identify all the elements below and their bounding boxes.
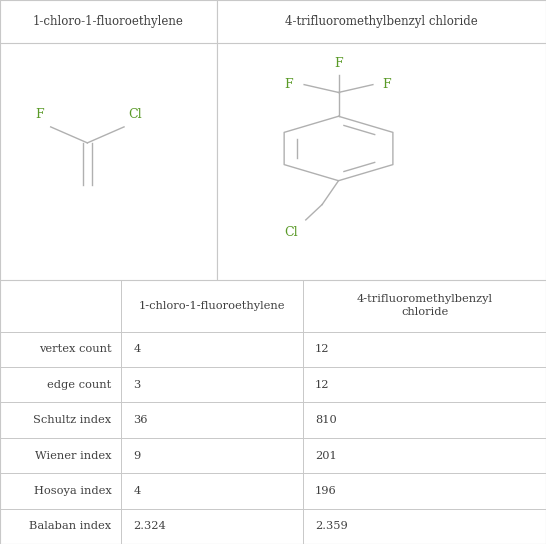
Text: Cl: Cl: [128, 108, 142, 121]
Text: 12: 12: [315, 380, 330, 390]
Text: 12: 12: [315, 344, 330, 354]
Bar: [217, 0, 546, 280]
Text: Schultz index: Schultz index: [33, 415, 111, 425]
Text: 810: 810: [315, 415, 337, 425]
Text: F: F: [284, 78, 293, 91]
Text: 36: 36: [133, 415, 148, 425]
Text: Cl: Cl: [284, 226, 298, 238]
Text: 201: 201: [315, 450, 337, 461]
Text: 1-chloro-1-fluoroethylene: 1-chloro-1-fluoroethylene: [139, 301, 286, 311]
Text: 4-trifluoromethylbenzyl
chloride: 4-trifluoromethylbenzyl chloride: [357, 294, 492, 318]
Text: 4-trifluoromethylbenzyl chloride: 4-trifluoromethylbenzyl chloride: [285, 15, 478, 28]
Bar: [0, 0, 217, 280]
Text: 2.359: 2.359: [315, 521, 348, 531]
Text: 196: 196: [315, 486, 337, 496]
Text: Balaban index: Balaban index: [29, 521, 111, 531]
Text: Hosoya index: Hosoya index: [34, 486, 111, 496]
Text: 4: 4: [133, 486, 140, 496]
Text: 9: 9: [133, 450, 140, 461]
Text: 3: 3: [133, 380, 140, 390]
Text: F: F: [334, 57, 343, 70]
Text: F: F: [382, 78, 391, 91]
Text: edge count: edge count: [47, 380, 111, 390]
Text: 2.324: 2.324: [133, 521, 166, 531]
Text: vertex count: vertex count: [39, 344, 111, 354]
Text: F: F: [35, 108, 44, 121]
Text: 1-chloro-1-fluoroethylene: 1-chloro-1-fluoroethylene: [33, 15, 184, 28]
Text: Wiener index: Wiener index: [35, 450, 111, 461]
Text: 4: 4: [133, 344, 140, 354]
